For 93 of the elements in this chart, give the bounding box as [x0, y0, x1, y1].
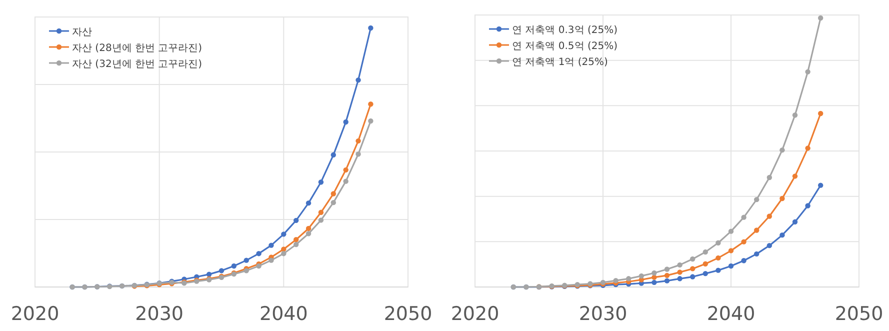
point — [306, 200, 312, 206]
legend-label: 연 저축액 1억 (25%) — [512, 57, 608, 68]
point — [780, 196, 785, 202]
point — [754, 251, 760, 257]
point — [792, 219, 798, 224]
x-tick: 2050 — [834, 303, 884, 325]
point — [652, 270, 657, 276]
point — [690, 266, 696, 272]
point — [780, 147, 785, 153]
point — [356, 138, 361, 144]
point — [664, 266, 670, 272]
x-tick: 2040 — [259, 303, 308, 325]
legend-item: 자산 — [49, 27, 92, 38]
legend-label: 연 저축액 0.3억 (25%) — [512, 25, 618, 36]
point — [805, 203, 810, 208]
point — [702, 249, 708, 255]
point — [368, 25, 374, 31]
point — [766, 242, 772, 248]
point — [754, 196, 760, 202]
point — [741, 239, 746, 244]
point — [766, 214, 772, 219]
point — [318, 218, 324, 223]
point — [818, 110, 824, 116]
point — [306, 226, 312, 232]
point — [677, 276, 682, 282]
point — [780, 232, 785, 238]
point — [306, 231, 312, 236]
legend-item: 연 저축액 0.3억 (25%) — [489, 25, 618, 36]
point — [318, 210, 324, 216]
point — [677, 262, 682, 268]
point — [330, 191, 336, 196]
point — [664, 278, 670, 284]
point — [652, 274, 657, 280]
point — [281, 246, 286, 252]
point — [356, 77, 361, 83]
point — [652, 280, 657, 286]
point — [343, 178, 348, 184]
point — [805, 69, 810, 74]
legend-label: 연 저축액 0.5억 (25%) — [512, 41, 618, 52]
point — [728, 248, 734, 254]
point — [766, 174, 772, 180]
point — [268, 258, 274, 263]
x-tick: 2020 — [10, 303, 60, 325]
point — [690, 256, 696, 262]
legend-item: 연 저축액 0.5억 (25%) — [489, 41, 618, 52]
point — [716, 240, 721, 246]
point — [690, 274, 696, 280]
point — [792, 112, 798, 118]
point — [716, 268, 721, 273]
point — [818, 182, 824, 188]
x-tick: 2040 — [706, 303, 756, 325]
point — [702, 261, 708, 266]
legend-item: 자산 (32년에 한번 고꾸라진) — [49, 59, 202, 70]
point — [368, 118, 374, 124]
point — [343, 167, 348, 173]
point — [626, 276, 632, 282]
point — [281, 232, 286, 237]
point — [244, 258, 249, 263]
point — [294, 242, 299, 248]
legend-item: 자산 (28년에 한번 고꾸라진) — [49, 43, 202, 54]
point — [702, 270, 708, 276]
x-tick: 2030 — [135, 303, 184, 325]
point — [330, 152, 336, 158]
point — [754, 228, 760, 233]
point — [218, 268, 224, 274]
point — [677, 270, 682, 275]
x-tick: 2030 — [578, 303, 628, 325]
point — [741, 214, 746, 220]
x-tick: 2050 — [384, 303, 432, 325]
legend-item: 연 저축액 1억 (25%) — [489, 57, 608, 68]
x-tick: 2020 — [450, 303, 500, 325]
point — [231, 263, 237, 269]
point — [664, 272, 670, 278]
point — [256, 250, 262, 256]
point — [343, 119, 348, 125]
point — [356, 152, 361, 157]
point — [792, 174, 798, 179]
point — [638, 273, 644, 279]
point — [368, 102, 374, 107]
point — [318, 180, 324, 185]
point — [716, 255, 721, 261]
point — [294, 237, 299, 242]
point — [818, 15, 824, 21]
point — [741, 258, 746, 264]
point — [330, 200, 336, 206]
point — [728, 263, 734, 269]
point — [281, 250, 286, 256]
point — [728, 228, 734, 234]
legend-label: 자산 — [72, 27, 92, 38]
point — [268, 242, 274, 248]
point — [613, 278, 618, 284]
point — [294, 218, 299, 224]
point — [805, 146, 810, 151]
